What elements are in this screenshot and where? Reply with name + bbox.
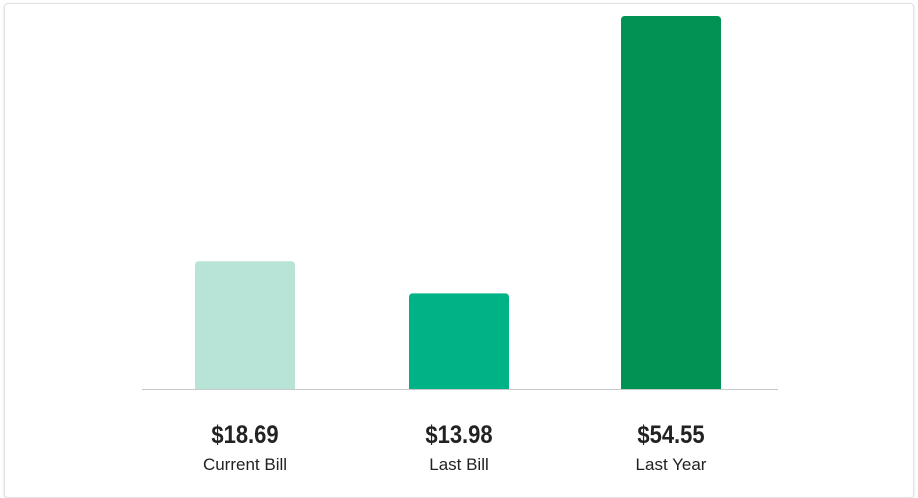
- value-label: $54.55: [637, 421, 704, 449]
- bar: [621, 16, 721, 389]
- category-label: Last Bill: [429, 455, 489, 474]
- category-label: Current Bill: [203, 455, 287, 474]
- value-label: $18.69: [211, 421, 278, 449]
- bar: [195, 261, 295, 389]
- bar: [409, 293, 509, 389]
- value-label: $13.98: [425, 421, 492, 449]
- category-label: Last Year: [636, 455, 707, 474]
